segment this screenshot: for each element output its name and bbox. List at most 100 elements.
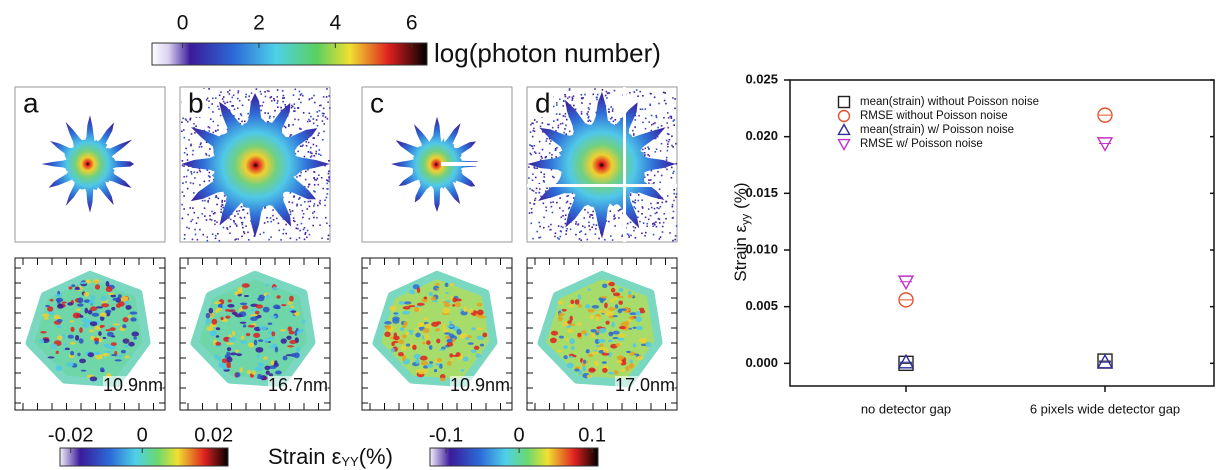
strain-speckle bbox=[577, 322, 583, 326]
strain-speckle bbox=[608, 331, 614, 337]
speckle bbox=[304, 231, 307, 234]
strain-speckle bbox=[450, 282, 455, 286]
strain-speckle bbox=[638, 338, 646, 343]
speckle bbox=[297, 107, 299, 109]
colorbar-tick-label: 6 bbox=[406, 12, 418, 35]
speckle bbox=[620, 208, 622, 211]
strain-speckle bbox=[99, 312, 107, 318]
strain-speckle bbox=[417, 322, 425, 328]
speckle bbox=[255, 88, 258, 90]
strain-speckle bbox=[231, 330, 236, 337]
speckle bbox=[531, 179, 534, 181]
speckle bbox=[228, 93, 231, 95]
speckle bbox=[304, 200, 306, 203]
speckle bbox=[611, 110, 614, 112]
speckle bbox=[326, 222, 328, 225]
speckle bbox=[276, 89, 279, 91]
speckle bbox=[302, 144, 304, 147]
speckle bbox=[307, 200, 310, 203]
strain-speckle bbox=[423, 334, 430, 340]
speckle bbox=[654, 151, 657, 153]
speckle bbox=[183, 175, 185, 178]
speckle bbox=[217, 232, 219, 235]
strain-speckle bbox=[255, 304, 264, 309]
strain-speckle bbox=[265, 283, 269, 287]
speckle bbox=[612, 120, 615, 123]
strain-speckle bbox=[590, 329, 597, 333]
strain-speckle bbox=[624, 320, 630, 327]
strain-speckle bbox=[455, 298, 462, 302]
speckle bbox=[538, 152, 541, 155]
speckle bbox=[205, 152, 207, 155]
panel-letter: a bbox=[23, 87, 39, 118]
marker bbox=[837, 138, 851, 151]
strain-speckle bbox=[567, 328, 574, 334]
speckle bbox=[661, 225, 664, 228]
speckle bbox=[591, 214, 594, 216]
strain-speckle bbox=[240, 340, 248, 345]
strain-speckle bbox=[217, 355, 222, 362]
strain-speckle bbox=[602, 347, 609, 353]
strain-speckle bbox=[384, 331, 391, 338]
speckle bbox=[282, 94, 285, 97]
speckle bbox=[233, 108, 236, 111]
speckle bbox=[529, 144, 531, 146]
speckle bbox=[647, 218, 650, 221]
speckle bbox=[564, 222, 567, 225]
speckle bbox=[567, 207, 570, 210]
strain-speckle bbox=[88, 329, 95, 333]
speckle bbox=[292, 219, 295, 222]
speckle bbox=[665, 159, 668, 161]
speckle bbox=[312, 143, 315, 146]
speckle bbox=[550, 156, 553, 159]
speckle bbox=[641, 232, 643, 235]
strain-speckle bbox=[636, 325, 643, 331]
speckle bbox=[644, 216, 647, 219]
marker bbox=[837, 123, 851, 136]
speckle bbox=[208, 126, 211, 129]
speckle bbox=[637, 194, 640, 196]
speckle bbox=[280, 239, 282, 241]
strain-speckle bbox=[634, 353, 640, 356]
y-tick-label: 0.000 bbox=[745, 355, 778, 370]
speckle bbox=[675, 162, 678, 165]
speckle bbox=[237, 238, 239, 240]
speckle bbox=[312, 137, 315, 139]
strain-speckle bbox=[607, 352, 612, 357]
speckle bbox=[671, 203, 674, 206]
speckle bbox=[328, 95, 330, 97]
speckle bbox=[637, 199, 640, 202]
strain-speckle bbox=[439, 377, 446, 382]
speckle bbox=[588, 225, 590, 227]
strain-speckle bbox=[404, 301, 412, 305]
speckle bbox=[588, 221, 590, 224]
speckle bbox=[284, 126, 287, 129]
speckle bbox=[531, 135, 534, 138]
speckle bbox=[307, 141, 310, 144]
speckle bbox=[181, 121, 183, 124]
speckle bbox=[310, 115, 312, 118]
speckle bbox=[614, 118, 617, 121]
speckle bbox=[637, 210, 640, 213]
speckle bbox=[250, 92, 253, 94]
strain-speckle bbox=[111, 353, 117, 357]
strain-speckle bbox=[221, 358, 228, 364]
speckle bbox=[658, 207, 660, 210]
speckle bbox=[647, 153, 649, 156]
speckle bbox=[628, 236, 630, 238]
speckle bbox=[633, 201, 636, 204]
speckle bbox=[542, 202, 545, 205]
strain-speckle bbox=[412, 344, 417, 351]
strain-speckle bbox=[568, 355, 574, 359]
speckle bbox=[303, 155, 306, 158]
strain-speckle bbox=[128, 341, 135, 347]
speckle bbox=[208, 106, 210, 109]
speckle bbox=[535, 191, 537, 194]
speckle bbox=[192, 207, 194, 209]
speckle bbox=[220, 205, 223, 208]
speckle bbox=[328, 178, 331, 180]
speckle bbox=[290, 104, 293, 107]
strain-speckle bbox=[288, 330, 295, 335]
strain-speckle bbox=[477, 309, 484, 316]
speckle bbox=[667, 133, 670, 136]
